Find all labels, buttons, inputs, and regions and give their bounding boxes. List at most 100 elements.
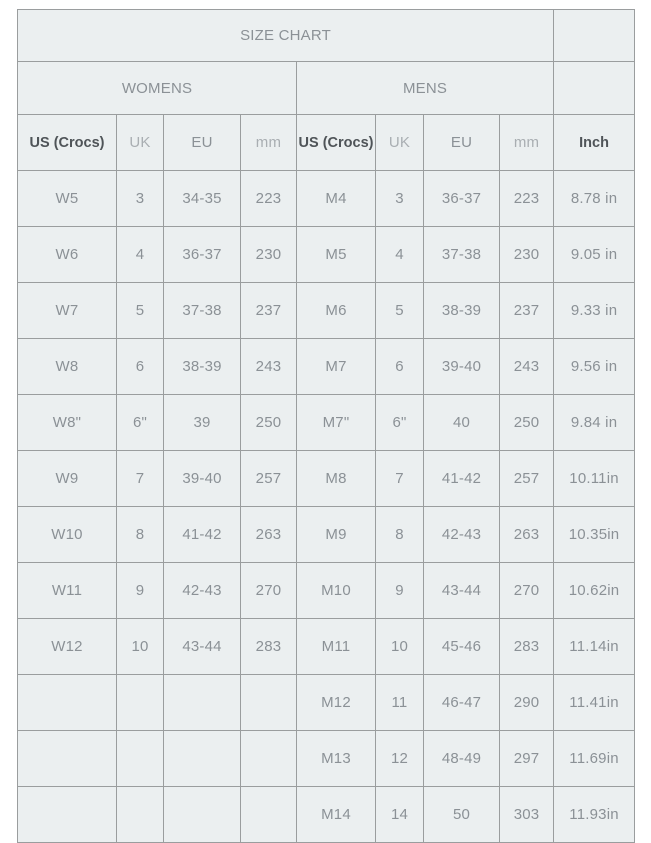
- cell-mens-us: M4: [296, 170, 376, 227]
- cell-mens-mm: 223: [498, 170, 555, 227]
- cell-womens-uk: [116, 674, 164, 731]
- cell-inch: 11.69in: [553, 730, 636, 787]
- cell-mens-eu: 37-38: [423, 226, 500, 283]
- cell-mens-eu: 42-43: [423, 506, 500, 563]
- cell-mens-us: M5: [296, 226, 376, 283]
- cell-mens-mm: 290: [498, 674, 555, 731]
- cell-mens-us: M14: [296, 786, 376, 843]
- cell-mens-uk: 9: [375, 562, 424, 619]
- cell-mens-us: M6: [296, 282, 376, 339]
- cell-mens-eu: 48-49: [423, 730, 500, 787]
- table-row: M14 14 50 303 11.93in: [17, 786, 636, 843]
- cell-mens-us: M11: [296, 618, 376, 675]
- cell-womens-mm: 223: [240, 170, 297, 227]
- cell-mens-us: M9: [296, 506, 376, 563]
- table-row: W12 10 43-44 283 M11 10 45-46 283 11.14i…: [17, 618, 636, 675]
- cell-mens-mm: 303: [498, 786, 555, 843]
- cell-inch: 9.05 in: [553, 226, 636, 283]
- cell-womens-eu: [163, 786, 241, 843]
- cell-mens-uk: 10: [375, 618, 424, 675]
- column-header-inch: Inch: [553, 114, 636, 171]
- cell-inch: 10.62in: [553, 562, 636, 619]
- cell-mens-eu: 50: [423, 786, 500, 843]
- cell-mens-mm: 257: [498, 450, 555, 507]
- cell-mens-eu: 45-46: [423, 618, 500, 675]
- cell-womens-eu: 43-44: [163, 618, 241, 675]
- cell-womens-us: [17, 730, 117, 787]
- cell-inch: 10.35in: [553, 506, 636, 563]
- table-row: W6 4 36-37 230 M5 4 37-38 230 9.05 in: [17, 226, 636, 283]
- title-row-spacer-cell: [553, 9, 636, 62]
- cell-mens-uk: 14: [375, 786, 424, 843]
- cell-womens-mm: [240, 786, 297, 843]
- cell-inch: 9.33 in: [553, 282, 636, 339]
- cell-mens-mm: 250: [498, 394, 555, 451]
- group-header-womens: WOMENS: [17, 61, 297, 115]
- table-row: M13 12 48-49 297 11.69in: [17, 730, 636, 787]
- cell-mens-eu: 41-42: [423, 450, 500, 507]
- column-header-mens-eu: EU: [423, 114, 500, 171]
- table-row: W8" 6" 39 250 M7" 6" 40 250 9.84 in: [17, 394, 636, 451]
- cell-womens-mm: [240, 674, 297, 731]
- cell-mens-uk: 3: [375, 170, 424, 227]
- cell-inch: 11.41in: [553, 674, 636, 731]
- cell-mens-mm: 297: [498, 730, 555, 787]
- cell-mens-mm: 243: [498, 338, 555, 395]
- cell-womens-eu: 37-38: [163, 282, 241, 339]
- cell-mens-eu: 43-44: [423, 562, 500, 619]
- cell-womens-us: W8: [17, 338, 117, 395]
- cell-mens-uk: 6": [375, 394, 424, 451]
- cell-mens-mm: 263: [498, 506, 555, 563]
- cell-mens-mm: 230: [498, 226, 555, 283]
- table-row: W11 9 42-43 270 M10 9 43-44 270 10.62in: [17, 562, 636, 619]
- cell-womens-eu: 39: [163, 394, 241, 451]
- cell-womens-mm: 270: [240, 562, 297, 619]
- cell-womens-mm: 263: [240, 506, 297, 563]
- cell-womens-eu: 42-43: [163, 562, 241, 619]
- cell-mens-eu: 38-39: [423, 282, 500, 339]
- cell-womens-mm: 237: [240, 282, 297, 339]
- cell-womens-us: W11: [17, 562, 117, 619]
- cell-womens-uk: 8: [116, 506, 164, 563]
- cell-mens-uk: 7: [375, 450, 424, 507]
- cell-womens-uk: 4: [116, 226, 164, 283]
- cell-womens-mm: 243: [240, 338, 297, 395]
- cell-womens-uk: 10: [116, 618, 164, 675]
- cell-womens-eu: [163, 730, 241, 787]
- cell-mens-mm: 283: [498, 618, 555, 675]
- cell-womens-uk: 6": [116, 394, 164, 451]
- cell-womens-mm: 257: [240, 450, 297, 507]
- cell-inch: 10.11in: [553, 450, 636, 507]
- cell-mens-uk: 11: [375, 674, 424, 731]
- cell-mens-us: M10: [296, 562, 376, 619]
- group-header-row: WOMENS MENS: [17, 61, 636, 115]
- group-header-mens: MENS: [295, 61, 555, 115]
- cell-mens-eu: 46-47: [423, 674, 500, 731]
- cell-womens-mm: [240, 730, 297, 787]
- cell-womens-eu: [163, 674, 241, 731]
- cell-inch: 11.14in: [553, 618, 636, 675]
- table-row: M12 11 46-47 290 11.41in: [17, 674, 636, 731]
- cell-womens-us: [17, 674, 117, 731]
- column-header-womens-uk: UK: [116, 114, 164, 171]
- cell-womens-us: W10: [17, 506, 117, 563]
- cell-womens-uk: [116, 730, 164, 787]
- cell-mens-us: M12: [296, 674, 376, 731]
- cell-womens-uk: 9: [116, 562, 164, 619]
- column-header-womens-eu: EU: [163, 114, 241, 171]
- cell-inch: 9.84 in: [553, 394, 636, 451]
- cell-womens-us: W8": [17, 394, 117, 451]
- cell-womens-uk: [116, 786, 164, 843]
- table-row: W10 8 41-42 263 M9 8 42-43 263 10.35in: [17, 506, 636, 563]
- table-row: W5 3 34-35 223 M4 3 36-37 223 8.78 in: [17, 170, 636, 227]
- cell-mens-uk: 8: [375, 506, 424, 563]
- group-header-spacer-cell: [553, 61, 636, 115]
- cell-mens-us: M7: [296, 338, 376, 395]
- column-header-womens-us: US (Crocs): [17, 114, 117, 171]
- cell-mens-eu: 40: [423, 394, 500, 451]
- table-row: W7 5 37-38 237 M6 5 38-39 237 9.33 in: [17, 282, 636, 339]
- cell-mens-uk: 6: [375, 338, 424, 395]
- table-row: W8 6 38-39 243 M7 6 39-40 243 9.56 in: [17, 338, 636, 395]
- cell-womens-uk: 5: [116, 282, 164, 339]
- cell-womens-us: W7: [17, 282, 117, 339]
